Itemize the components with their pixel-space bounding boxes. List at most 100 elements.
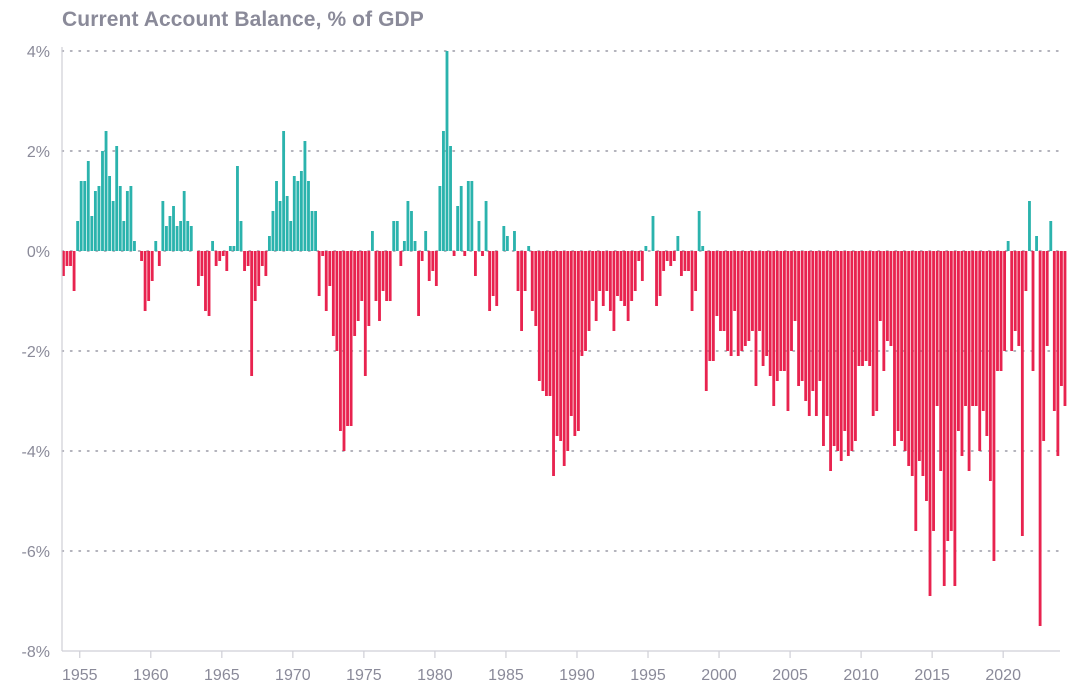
bar: [996, 251, 999, 371]
bar: [1056, 251, 1060, 456]
bar: [999, 251, 1003, 371]
bar: [378, 251, 381, 321]
bar: [843, 251, 847, 431]
bar: [576, 251, 580, 431]
bar: [133, 241, 136, 251]
bar: [598, 251, 602, 291]
bar: [186, 221, 190, 251]
x-tick-label: 2020: [985, 667, 1021, 684]
bar: [960, 251, 964, 456]
bar: [928, 251, 932, 596]
x-tick-label: 1995: [630, 667, 666, 684]
bar: [79, 181, 83, 251]
bar: [303, 141, 307, 251]
bar: [83, 181, 87, 251]
bar: [65, 251, 69, 266]
bar: [704, 251, 708, 391]
bar: [122, 221, 126, 251]
bar: [346, 251, 349, 426]
bar: [1038, 251, 1042, 626]
bar: [534, 251, 538, 326]
x-tick-label: 2010: [843, 667, 879, 684]
bar: [953, 251, 957, 586]
bar: [566, 251, 570, 451]
bar: [1035, 236, 1038, 251]
bar: [690, 251, 694, 311]
x-tick-label: 1985: [488, 667, 524, 684]
bar: [900, 251, 904, 441]
bar: [719, 251, 722, 331]
bar: [701, 246, 705, 251]
bar: [427, 251, 431, 281]
bar: [438, 186, 442, 251]
bar: [917, 251, 921, 461]
bar: [559, 251, 563, 441]
bar: [850, 251, 854, 451]
bar: [807, 251, 811, 416]
bar: [239, 221, 243, 251]
bar: [800, 251, 804, 381]
bar: [370, 231, 374, 251]
bar: [221, 251, 225, 256]
x-tick-label: 1960: [133, 667, 169, 684]
bar: [264, 251, 268, 276]
bar: [765, 251, 769, 356]
bar: [793, 251, 797, 321]
bar: [630, 251, 634, 301]
bar: [456, 206, 460, 251]
bar: [768, 251, 772, 376]
bar: [790, 251, 793, 351]
bar: [466, 181, 470, 251]
bar: [278, 201, 282, 251]
bar: [228, 246, 232, 251]
x-tick-label: 1975: [346, 667, 382, 684]
bar: [530, 251, 534, 311]
bar: [477, 221, 481, 251]
bar: [1060, 251, 1063, 386]
bar: [818, 251, 822, 381]
bar: [889, 251, 893, 346]
bar: [296, 181, 300, 251]
bar: [168, 216, 172, 251]
bar: [882, 251, 886, 371]
bar: [62, 251, 65, 276]
bar: [587, 251, 591, 331]
bar: [1006, 241, 1010, 251]
bar: [623, 251, 626, 306]
bar: [825, 251, 829, 416]
bar: [431, 251, 435, 271]
bar: [967, 251, 971, 471]
chart-title: Current Account Balance, % of GDP: [62, 8, 424, 31]
bar: [516, 251, 520, 291]
bar: [619, 251, 623, 301]
bar: [885, 251, 889, 341]
bar: [946, 251, 950, 541]
bar: [751, 251, 754, 331]
bar: [616, 251, 619, 296]
bar: [711, 251, 715, 361]
bar: [76, 221, 80, 251]
bar: [314, 211, 317, 251]
x-tick-label: 1970: [275, 667, 311, 684]
bar: [449, 146, 452, 251]
bar: [914, 251, 918, 531]
x-tick-label: 2000: [701, 667, 737, 684]
bar: [985, 251, 989, 436]
bar: [992, 251, 996, 561]
bar: [505, 236, 509, 251]
bar: [775, 251, 779, 381]
bar: [715, 251, 719, 316]
bar: [772, 251, 776, 406]
bar: [86, 161, 90, 251]
bar: [925, 251, 928, 501]
bar: [974, 251, 978, 406]
bar: [1031, 251, 1035, 371]
bar: [836, 251, 840, 451]
bar: [143, 251, 147, 311]
bar: [395, 221, 399, 251]
bar: [1049, 221, 1053, 251]
bar: [1017, 251, 1021, 346]
bar: [527, 246, 531, 251]
bar: [612, 251, 616, 331]
